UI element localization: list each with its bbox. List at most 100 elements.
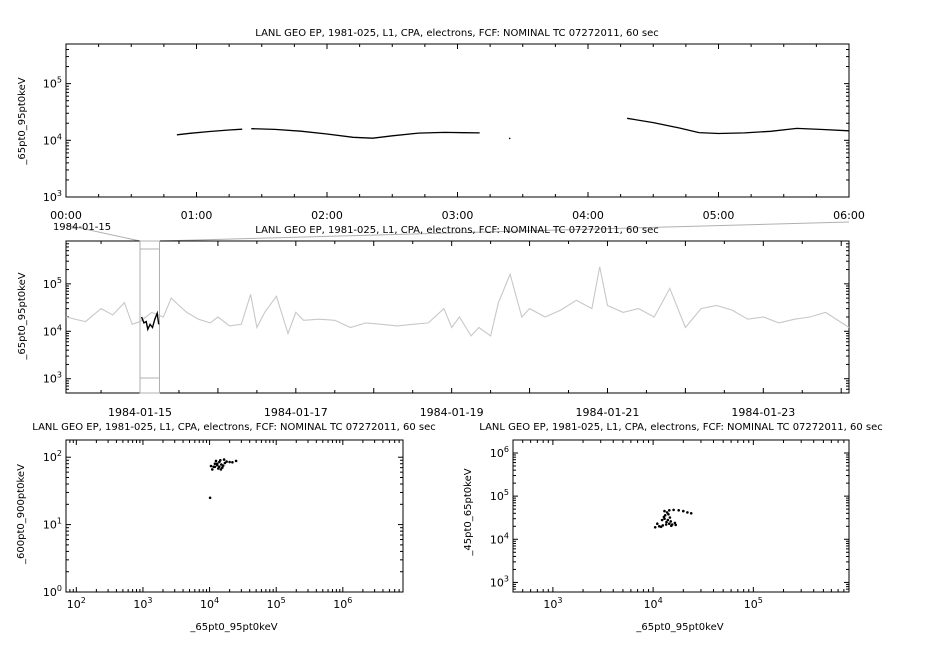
- y-tick-label: 104: [490, 531, 509, 546]
- data-point: [215, 463, 219, 467]
- x-tick-label: 05:00: [703, 209, 735, 222]
- x-tick-label: 04:00: [572, 209, 604, 222]
- series-line: [626, 117, 850, 135]
- top-timeseries-panel: LANL GEO EP, 1981-025, L1, CPA, electron…: [17, 28, 865, 233]
- x-tick-label: 104: [644, 596, 663, 611]
- data-point: [222, 458, 226, 461]
- y-axis-label: _65pt0_95pt0keV: [17, 77, 28, 165]
- data-point: [668, 522, 671, 525]
- data-point: [674, 523, 677, 527]
- scatter-panel-right: LANL GEO EP, 1981-025, L1, CPA, electron…: [463, 422, 883, 633]
- data-point: [218, 465, 221, 469]
- x-tick-label: 103: [133, 596, 152, 611]
- x-date-label: 1984-01-15: [53, 222, 111, 233]
- scatter-panel-left: LANL GEO EP, 1981-025, L1, CPA, electron…: [16, 422, 436, 633]
- data-point: [659, 525, 663, 529]
- y-tick-label: 101: [43, 517, 62, 532]
- x-tick-label: 06:00: [833, 209, 865, 222]
- y-tick-label: 103: [43, 371, 62, 386]
- y-tick-label: 105: [490, 488, 509, 503]
- zoom-connector-line: [159, 221, 850, 242]
- data-point: [682, 509, 685, 513]
- data-point: [669, 520, 673, 523]
- data-point: [221, 464, 225, 467]
- x-axis-label: _65pt0_95pt0keV: [635, 622, 723, 633]
- data-point: [667, 513, 670, 516]
- x-tick-label: 1984-01-15: [108, 406, 172, 419]
- zoom-connector: [65, 221, 850, 242]
- data-point: [231, 461, 234, 464]
- y-tick-label: 105: [43, 276, 62, 291]
- x-tick-label: 102: [67, 596, 86, 611]
- data-point: [225, 460, 228, 463]
- data-point: [660, 518, 664, 522]
- x-tick-label: 00:00: [50, 209, 82, 222]
- data-point: [665, 511, 669, 514]
- y-tick-label: 106: [490, 445, 509, 460]
- panel-title: LANL GEO EP, 1981-025, L1, CPA, electron…: [32, 422, 435, 433]
- series-line: [251, 128, 480, 139]
- data-point: [673, 521, 677, 525]
- y-tick-label: 104: [43, 132, 62, 147]
- data-point: [653, 526, 657, 529]
- series-line: [65, 266, 850, 337]
- y-tick-label: 103: [490, 574, 509, 589]
- data-point: [219, 459, 222, 462]
- x-tick-label: 02:00: [311, 209, 343, 222]
- plot-frame: [65, 240, 850, 394]
- plot-frame: [65, 439, 404, 593]
- data-point: [656, 522, 659, 525]
- data-point: [663, 514, 667, 517]
- x-tick-label: 105: [267, 596, 286, 611]
- highlighted-series-line: [140, 310, 160, 332]
- data-point: [686, 511, 689, 514]
- data-point: [219, 468, 223, 471]
- series-line: [176, 128, 243, 136]
- y-tick-label: 103: [43, 189, 62, 204]
- data-point: [228, 460, 231, 464]
- data-point: [663, 509, 666, 513]
- data-point: [665, 520, 668, 524]
- data-point: [668, 516, 672, 519]
- y-axis-label: _45pt0_65pt0keV: [463, 468, 474, 556]
- y-axis-label: _600pt0_900pt0keV: [16, 464, 27, 565]
- data-point: [221, 466, 224, 469]
- x-tick-label: 1984-01-21: [576, 406, 640, 419]
- data-point: [668, 509, 671, 512]
- data-point: [666, 518, 670, 522]
- y-tick-label: 104: [43, 323, 62, 338]
- data-point: [664, 523, 668, 526]
- data-point: [672, 508, 675, 512]
- zoom-window: [139, 240, 160, 394]
- data-point: [214, 459, 218, 463]
- x-tick-label: 03:00: [442, 209, 474, 222]
- data-point: [234, 459, 238, 463]
- y-tick-label: 100: [43, 584, 62, 599]
- zoom-connector-line: [65, 224, 141, 242]
- data-point: [212, 465, 215, 469]
- plot-frame: [512, 439, 850, 593]
- panel-title: LANL GEO EP, 1981-025, L1, CPA, electron…: [479, 422, 882, 433]
- y-tick-label: 102: [43, 449, 62, 464]
- y-axis-label: _65pt0_95pt0keV: [17, 272, 28, 360]
- x-tick-label: 105: [744, 596, 763, 611]
- data-point: [208, 496, 212, 500]
- x-tick-label: 1984-01-19: [420, 406, 484, 419]
- data-point: [220, 463, 223, 466]
- panel-title: LANL GEO EP, 1981-025, L1, CPA, electron…: [255, 225, 658, 236]
- data-point: [209, 464, 213, 468]
- panel-title: LANL GEO EP, 1981-025, L1, CPA, electron…: [255, 28, 658, 39]
- data-point: [689, 512, 693, 515]
- x-tick-label: 01:00: [181, 209, 213, 222]
- data-point: [508, 137, 511, 140]
- x-tick-label: 104: [200, 596, 219, 611]
- x-tick-label: 1984-01-17: [264, 406, 328, 419]
- overview-timeseries-panel: LANL GEO EP, 1981-025, L1, CPA, electron…: [17, 225, 850, 419]
- data-point: [213, 462, 217, 466]
- data-point: [670, 524, 673, 528]
- y-tick-label: 105: [43, 76, 62, 91]
- data-point: [677, 509, 680, 512]
- x-tick-label: 103: [543, 596, 562, 611]
- x-tick-label: 106: [333, 596, 352, 611]
